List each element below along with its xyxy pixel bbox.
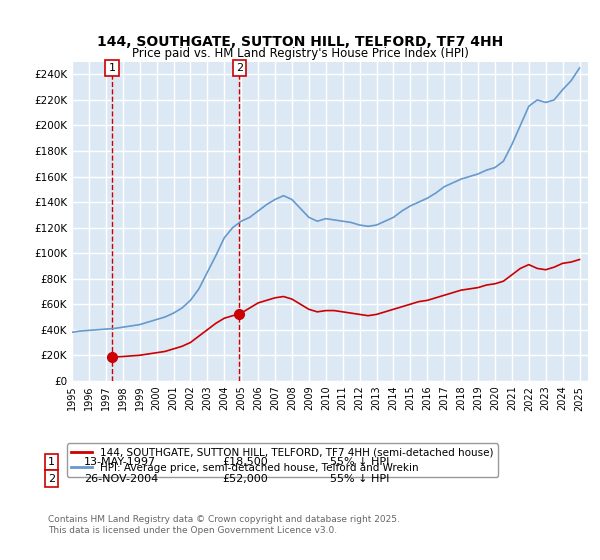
Text: 1: 1 <box>109 63 115 73</box>
Text: 2: 2 <box>236 63 243 73</box>
Text: Price paid vs. HM Land Registry's House Price Index (HPI): Price paid vs. HM Land Registry's House … <box>131 46 469 60</box>
Text: Contains HM Land Registry data © Crown copyright and database right 2025.
This d: Contains HM Land Registry data © Crown c… <box>48 515 400 535</box>
Text: 144, SOUTHGATE, SUTTON HILL, TELFORD, TF7 4HH: 144, SOUTHGATE, SUTTON HILL, TELFORD, TF… <box>97 35 503 49</box>
Text: 2: 2 <box>48 474 55 484</box>
Text: 55% ↓ HPI: 55% ↓ HPI <box>330 474 389 484</box>
Text: 26-NOV-2004: 26-NOV-2004 <box>84 474 158 484</box>
Legend: 144, SOUTHGATE, SUTTON HILL, TELFORD, TF7 4HH (semi-detached house), HPI: Averag: 144, SOUTHGATE, SUTTON HILL, TELFORD, TF… <box>67 444 498 477</box>
Text: £18,500: £18,500 <box>222 457 268 467</box>
Text: 1: 1 <box>48 457 55 467</box>
Text: 55% ↓ HPI: 55% ↓ HPI <box>330 457 389 467</box>
Text: £52,000: £52,000 <box>222 474 268 484</box>
Text: 13-MAY-1997: 13-MAY-1997 <box>84 457 156 467</box>
